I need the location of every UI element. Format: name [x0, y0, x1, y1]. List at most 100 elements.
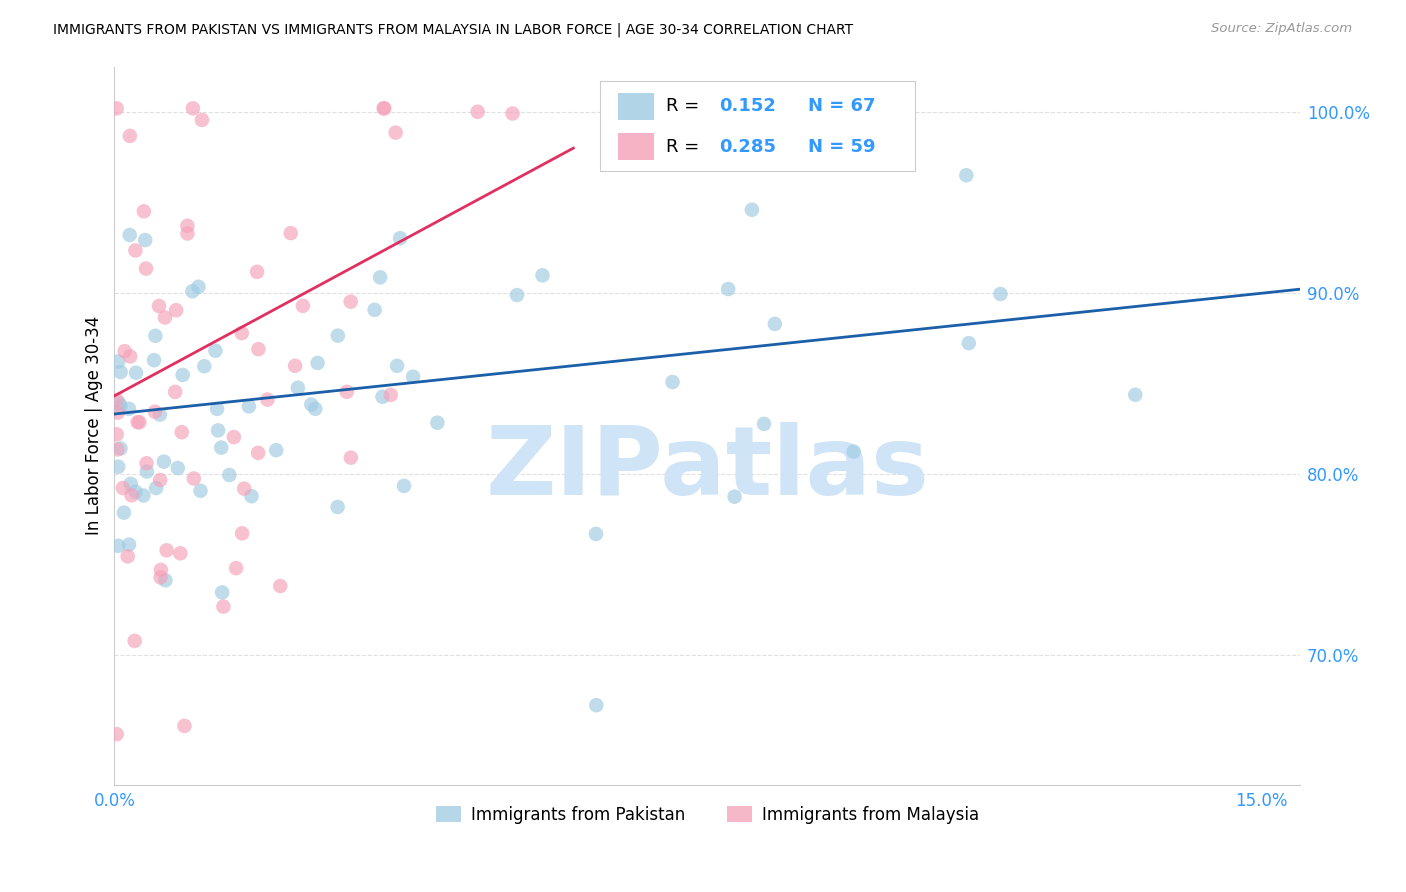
Point [233, 482, 256, 496]
Point [121, 488, 143, 502]
Point [110, 442, 132, 456]
FancyBboxPatch shape [619, 93, 654, 120]
Point [105, 101, 128, 115]
Point [166, 461, 188, 475]
Point [153, 455, 176, 469]
Point [165, 384, 187, 399]
Point [148, 299, 170, 313]
Text: Source: ZipAtlas.com: Source: ZipAtlas.com [1212, 22, 1353, 36]
Point [222, 430, 245, 444]
Point [368, 270, 391, 285]
Point [717, 282, 740, 296]
Point [193, 359, 215, 374]
Point [120, 476, 142, 491]
Point [145, 481, 167, 495]
Point [231, 326, 253, 340]
Point [211, 585, 233, 599]
Text: R =: R = [665, 97, 704, 115]
Point [212, 599, 235, 614]
Point [112, 506, 135, 520]
Point [132, 204, 155, 219]
Point [117, 549, 139, 564]
Point [373, 101, 395, 115]
Point [176, 227, 198, 241]
Point [287, 381, 309, 395]
Point [110, 399, 132, 413]
Point [105, 727, 128, 741]
Point [585, 698, 607, 713]
Point [165, 303, 187, 318]
Point [105, 392, 128, 407]
Point [269, 579, 291, 593]
Point [380, 388, 402, 402]
Point [205, 401, 228, 416]
Point [107, 442, 129, 457]
Text: N = 59: N = 59 [808, 137, 876, 155]
Point [172, 368, 194, 382]
Point [107, 354, 129, 368]
Point [155, 574, 177, 588]
Point [120, 350, 142, 364]
Point [264, 443, 287, 458]
Point [170, 425, 193, 440]
Point [149, 408, 172, 422]
Point [238, 400, 260, 414]
FancyBboxPatch shape [619, 133, 654, 161]
Point [957, 336, 980, 351]
Point [145, 328, 167, 343]
Point [307, 356, 329, 370]
Point [124, 244, 146, 258]
Point [187, 279, 209, 293]
Point [299, 397, 322, 411]
Point [107, 459, 129, 474]
Point [842, 444, 865, 458]
Point [181, 101, 204, 115]
Point [124, 633, 146, 648]
Legend: Immigrants from Pakistan, Immigrants from Malaysia: Immigrants from Pakistan, Immigrants fro… [429, 799, 986, 830]
Point [181, 285, 204, 299]
Point [176, 219, 198, 233]
Point [247, 446, 270, 460]
FancyBboxPatch shape [600, 81, 915, 171]
Point [373, 101, 395, 115]
Text: 0.152: 0.152 [718, 97, 776, 115]
Text: 0.285: 0.285 [718, 137, 776, 155]
Point [110, 365, 132, 379]
Point [426, 416, 449, 430]
Point [247, 342, 270, 356]
Point [284, 359, 307, 373]
Point [127, 415, 149, 429]
Point [990, 287, 1012, 301]
Point [531, 268, 554, 283]
Point [173, 719, 195, 733]
Point [246, 265, 269, 279]
Point [207, 424, 229, 438]
Point [585, 527, 607, 541]
Point [741, 202, 763, 217]
Text: R =: R = [665, 137, 704, 155]
Point [389, 231, 412, 245]
Point [111, 481, 134, 495]
Point [149, 570, 172, 584]
Point [402, 369, 425, 384]
Point [240, 489, 263, 503]
Point [135, 261, 157, 276]
Point [502, 106, 524, 120]
Point [143, 405, 166, 419]
Point [107, 539, 129, 553]
Point [128, 415, 150, 429]
Point [661, 375, 683, 389]
Text: ZIPatlas: ZIPatlas [485, 422, 929, 516]
Point [169, 546, 191, 560]
Point [209, 441, 232, 455]
Point [118, 401, 141, 416]
Point [124, 484, 146, 499]
Point [304, 401, 326, 416]
Point [135, 465, 157, 479]
Point [371, 390, 394, 404]
Point [385, 359, 408, 373]
Point [153, 310, 176, 325]
Point [132, 488, 155, 502]
Point [190, 483, 212, 498]
Point [763, 317, 786, 331]
